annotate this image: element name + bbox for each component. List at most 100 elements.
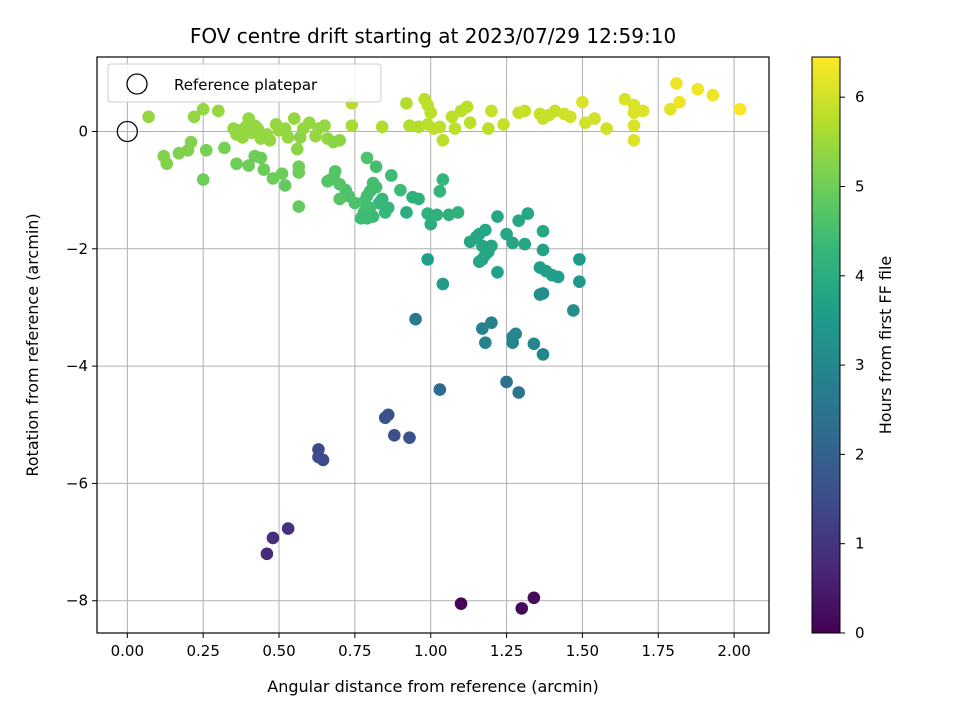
data-point [479, 336, 492, 349]
data-point [563, 110, 577, 124]
data-point [500, 227, 513, 241]
data-point [292, 200, 306, 213]
colorbar-tick-label: 3 [855, 356, 865, 374]
data-point [527, 337, 541, 351]
data-point [424, 106, 438, 120]
data-point [573, 275, 586, 288]
data-point [551, 270, 565, 284]
data-point [627, 119, 641, 132]
data-point [733, 102, 747, 116]
data-point [196, 173, 210, 186]
data-point [260, 547, 274, 561]
data-point [706, 88, 720, 102]
data-point [451, 206, 465, 219]
x-tick-label: 1.00 [414, 642, 447, 660]
data-point [196, 102, 210, 116]
data-point [460, 100, 474, 114]
data-point [454, 597, 468, 610]
reference-platepar-point [116, 120, 138, 143]
data-point [333, 133, 347, 147]
data-point [448, 122, 462, 135]
data-point [485, 239, 498, 253]
data-point [536, 243, 550, 257]
legend: Reference platepar [107, 63, 382, 103]
data-point [509, 327, 522, 341]
data-point [318, 119, 331, 132]
data-point [664, 102, 677, 116]
data-point [354, 212, 368, 225]
data-point [369, 160, 383, 173]
legend-entry-label: Reference platepar [174, 76, 318, 94]
data-point [673, 95, 686, 109]
y-axis-ticks: −8 −6 −4 −2 0 [66, 122, 97, 610]
data-point [433, 185, 447, 198]
data-point [518, 104, 532, 118]
data-point [400, 206, 413, 219]
legend-box [107, 63, 382, 103]
data-point [388, 429, 401, 442]
y-tick-label: 0 [78, 122, 88, 140]
data-point [290, 142, 304, 156]
data-point [172, 146, 186, 160]
data-point [412, 192, 425, 206]
data-point [316, 453, 330, 467]
data-point [321, 175, 334, 188]
data-point [536, 224, 550, 238]
data-point [433, 383, 447, 396]
data-point [512, 214, 526, 227]
data-point [491, 265, 504, 279]
y-tick-label: −2 [66, 240, 88, 258]
data-point [424, 217, 438, 231]
data-point [436, 173, 450, 186]
data-point [485, 316, 498, 330]
colorbar-tick-label: 5 [855, 177, 865, 195]
chart-title: FOV centre drift starting at 2023/07/29 … [190, 24, 676, 48]
data-point [345, 119, 359, 132]
data-point [536, 348, 550, 361]
grid-lines [97, 57, 769, 633]
y-tick-label: −4 [66, 357, 88, 375]
x-tick-label: 1.25 [490, 642, 523, 660]
data-point [527, 591, 541, 605]
x-tick-label: 1.50 [566, 642, 599, 660]
y-axis-label: Rotation from reference (arcmin) [23, 213, 42, 476]
colorbar-ticks: 0 1 2 3 4 5 6 [840, 88, 865, 642]
data-point [263, 133, 277, 147]
data-point [360, 151, 374, 165]
data-point [375, 120, 389, 134]
data-point [506, 236, 519, 250]
colorbar-tick-label: 2 [855, 445, 865, 463]
data-point [436, 133, 450, 147]
data-point [463, 116, 477, 129]
legend-marker-open-circle [126, 73, 148, 95]
data-point [281, 131, 295, 144]
data-point [536, 287, 550, 300]
data-point [199, 143, 213, 157]
data-point [248, 149, 262, 163]
data-point [160, 157, 174, 171]
data-point [409, 312, 422, 326]
data-point [627, 133, 641, 147]
data-point [333, 192, 347, 206]
data-point [394, 183, 407, 197]
data-point [430, 208, 444, 222]
data-point [142, 110, 155, 124]
data-point [479, 223, 492, 237]
data-point [366, 210, 380, 223]
colorbar-tick-label: 1 [855, 535, 865, 553]
reference-marker [116, 120, 138, 143]
x-tick-label: 0.00 [111, 642, 144, 660]
x-tick-label: 0.25 [186, 642, 219, 660]
data-point [328, 165, 342, 178]
data-point [491, 210, 504, 223]
data-point [187, 110, 201, 124]
x-tick-label: 0.50 [262, 642, 295, 660]
data-point [381, 408, 395, 422]
data-point [251, 122, 265, 135]
x-tick-label: 0.75 [338, 642, 371, 660]
colorbar-gradient [811, 56, 841, 634]
data-point [436, 277, 450, 291]
data-point [403, 431, 416, 444]
scatter-points [142, 77, 747, 615]
